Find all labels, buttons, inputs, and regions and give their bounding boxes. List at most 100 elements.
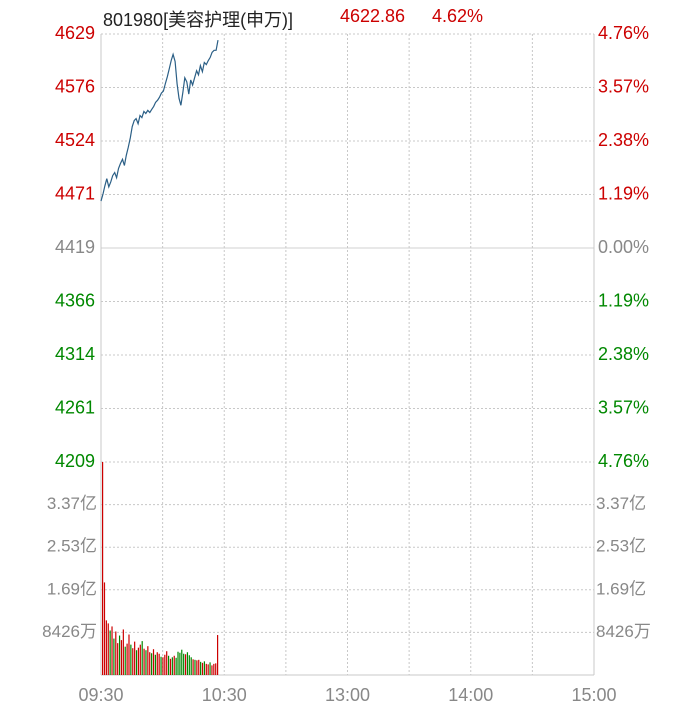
volume-bar [132, 648, 134, 675]
volume-bar [118, 635, 121, 675]
volume-bar [105, 620, 107, 675]
volume-bar [192, 659, 194, 675]
volume-bar [130, 644, 132, 675]
volume-bar [160, 656, 162, 675]
volume-bar [186, 652, 189, 675]
volume-bar [167, 655, 170, 675]
y-tick-label-left: 4314 [55, 344, 95, 364]
volume-bar [122, 629, 124, 675]
volume-bar [201, 662, 204, 675]
x-tick-label: 10:30 [202, 685, 247, 705]
volume-bar [200, 661, 202, 675]
volume-bar [103, 582, 106, 675]
y-tick-label-right: 2.38% [598, 130, 649, 150]
volume-bar [145, 650, 147, 675]
volume-bar [117, 643, 119, 675]
volume-bar [190, 657, 192, 675]
volume-bar [102, 462, 104, 675]
volume-bar [209, 662, 211, 675]
volume-bar [162, 657, 164, 675]
volume-bar [109, 630, 111, 675]
volume-bar [177, 651, 179, 675]
volume-bar [184, 654, 187, 675]
y-tick-label-right: 3.57% [598, 397, 649, 417]
y-tick-label-left: 4629 [55, 23, 95, 43]
volume-bar [158, 653, 160, 675]
volume-bar [152, 649, 155, 675]
volume-bar [134, 641, 136, 675]
x-tick-label: 14:00 [448, 685, 493, 705]
volume-bar [139, 644, 141, 675]
volume-bar [183, 653, 185, 675]
x-tick-label: 15:00 [571, 685, 616, 705]
volume-tick-label-left: 1.69亿 [47, 579, 97, 598]
volume-bar [111, 626, 113, 675]
y-tick-label-right: 4.76% [598, 23, 649, 43]
volume-bar [211, 665, 213, 675]
change-percent: 4.62% [432, 6, 484, 26]
volume-bar [205, 663, 207, 675]
volume-bar [126, 643, 128, 675]
y-tick-label-left: 4366 [55, 290, 95, 310]
volume-tick-label-right: 8426万 [596, 622, 651, 641]
volume-bar [147, 646, 149, 675]
axis-labels: 4629 4.76% 4576 3.57% 4524 2.38% 4471 1.19% 4419… [42, 23, 651, 705]
volume-bar [156, 652, 158, 675]
volume-tick-label-left: 2.53亿 [47, 537, 97, 556]
volume-tick-label-left: 8426万 [42, 622, 97, 641]
volume-bar [135, 650, 138, 675]
y-tick-label-left: 4261 [55, 397, 95, 417]
volume-bar [166, 651, 168, 675]
volume-bar [179, 652, 181, 675]
volume-bar [198, 659, 200, 675]
y-tick-label-left: 4471 [55, 183, 95, 203]
x-tick-label: 13:00 [325, 685, 370, 705]
volume-bar [113, 638, 115, 675]
volume-bar [217, 635, 219, 675]
y-tick-label-right: 1.19% [598, 290, 649, 310]
volume-tick-label-left: 3.37亿 [47, 494, 97, 513]
volume-bar [120, 640, 123, 675]
volume-bar [141, 641, 143, 675]
volume-bar [203, 661, 206, 675]
volume-bar [207, 664, 209, 675]
volume-bar [143, 648, 145, 675]
volume-tick-label-right: 1.69亿 [596, 579, 646, 598]
current-price: 4622.86 [340, 6, 406, 26]
volume-tick-label-right: 3.37亿 [596, 494, 646, 513]
y-tick-label-right: 2.38% [598, 344, 649, 364]
y-tick-label-right: 4.76% [598, 451, 649, 471]
y-tick-label-left: 4209 [55, 451, 95, 471]
grid-lines [100, 33, 595, 676]
volume-bar [107, 623, 109, 675]
volume-bar [215, 663, 217, 675]
volume-bar [173, 655, 175, 675]
volume-bar [115, 631, 117, 675]
x-tick-label: 09:30 [78, 685, 123, 705]
volume-bar [194, 659, 196, 675]
price-line [100, 39, 219, 202]
y-tick-label-left: 4419 [55, 237, 95, 257]
volume-bar [175, 657, 177, 675]
index-name: 801980[美容护理(申万)] [103, 10, 294, 30]
volume-bar [154, 654, 156, 675]
volume-tick-label-right: 2.53亿 [596, 537, 646, 556]
volume-bar [213, 663, 215, 675]
volume-bar [164, 654, 166, 675]
volume-bar [181, 649, 183, 675]
volume-bar [149, 652, 151, 675]
volume-bar [137, 647, 140, 675]
price-series [100, 39, 219, 202]
volume-bar [171, 657, 173, 675]
y-tick-label-left: 4576 [55, 76, 95, 96]
volume-bar [196, 660, 198, 675]
y-tick-label-right: 3.57% [598, 76, 649, 96]
y-tick-label-left: 4524 [55, 130, 95, 150]
y-tick-label-right: 1.19% [598, 183, 649, 203]
y-tick-label-right: 0.00% [598, 237, 649, 257]
volume-bar [151, 653, 153, 675]
volume-bar [128, 634, 130, 675]
volume-bar [169, 658, 172, 675]
volume-bar [124, 646, 126, 675]
